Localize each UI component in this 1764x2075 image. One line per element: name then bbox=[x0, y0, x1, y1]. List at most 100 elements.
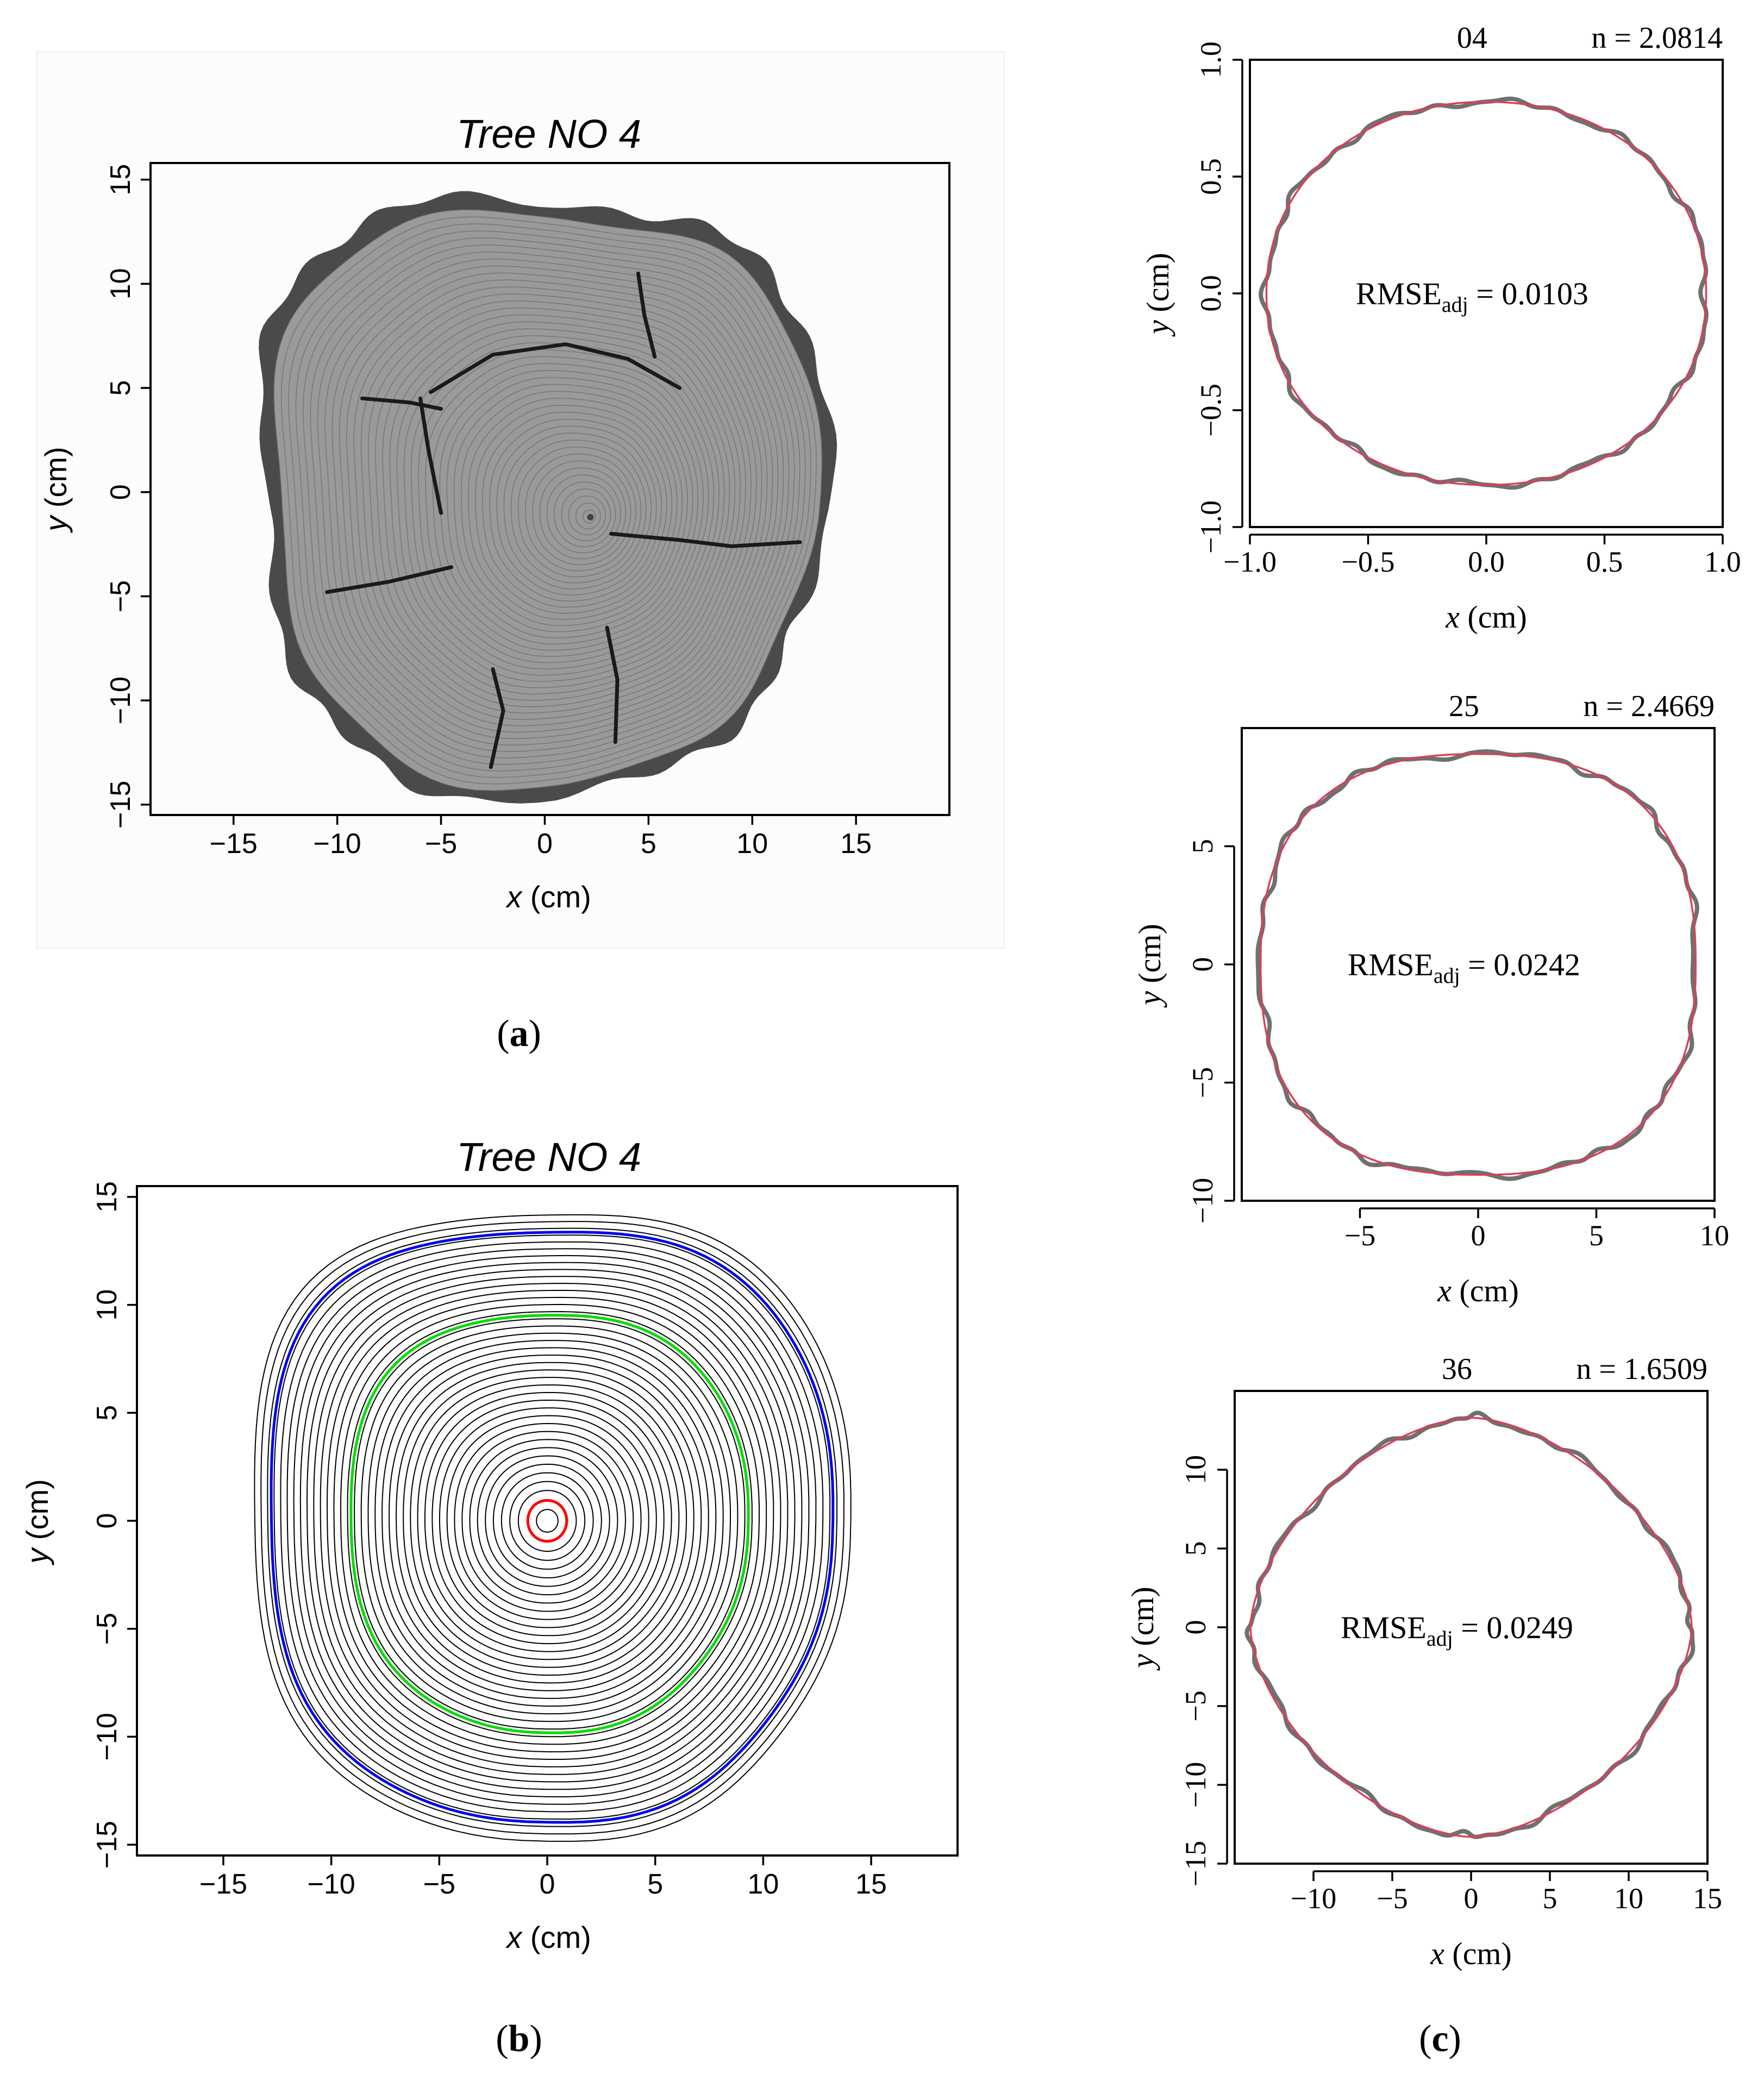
ring-contour bbox=[360, 1325, 739, 1722]
growth-ring bbox=[331, 265, 779, 739]
growth-ring bbox=[425, 356, 709, 657]
x-tick-label: 0.0 bbox=[1468, 546, 1505, 578]
growth-ring bbox=[475, 405, 673, 614]
panel-title: 04 bbox=[1457, 21, 1487, 55]
y-tick-label: −0.5 bbox=[1194, 384, 1227, 437]
x-tick-label: −5 bbox=[1344, 1219, 1375, 1252]
ring-contour bbox=[424, 1391, 672, 1652]
ring-contour bbox=[280, 1241, 824, 1813]
panel-b-y-axis-label: y (cm) bbox=[20, 1479, 54, 1566]
y-tick-label: 5 bbox=[1179, 1541, 1212, 1556]
panel-c-label-open-paren: ( bbox=[1419, 2018, 1431, 2060]
fitted-superellipse-curve bbox=[1265, 101, 1707, 486]
y-tick-label: −10 bbox=[105, 676, 136, 724]
ring-contour bbox=[374, 1340, 724, 1707]
ring-contour bbox=[299, 1262, 803, 1790]
ring-contour bbox=[267, 1227, 838, 1827]
highlighted-ring-25 bbox=[349, 1314, 750, 1734]
growth-ring bbox=[396, 328, 730, 682]
crack bbox=[489, 667, 505, 769]
y-tick-label: −5 bbox=[1179, 1690, 1212, 1721]
fitted-superellipse-curve bbox=[1260, 753, 1697, 1176]
y-tick-label: −1.0 bbox=[1194, 500, 1227, 554]
x-tick-label: 5 bbox=[1589, 1219, 1604, 1252]
panel-c-ring-36: 36 n = 1.6509 RMSEadj = 0.0249 −10 −5 0 5 10 15 −… bbox=[1125, 1352, 1722, 1971]
panel-b-y-var: y bbox=[20, 1547, 54, 1566]
ring-contour bbox=[403, 1369, 695, 1676]
panel-a-y-var: y bbox=[39, 515, 73, 534]
rmse-label: RMSE bbox=[1348, 947, 1434, 982]
growth-ring bbox=[432, 363, 704, 651]
panel-a-x-var: x bbox=[505, 880, 523, 914]
y-tick-label: 0 bbox=[105, 484, 136, 500]
panel-a-y-axis-label: y (cm) bbox=[39, 447, 73, 534]
growth-ring bbox=[453, 384, 688, 632]
panel-a-y-unit: (cm) bbox=[39, 447, 73, 516]
ring-contour bbox=[492, 1463, 602, 1578]
ring-contour bbox=[326, 1289, 774, 1760]
growth-ring bbox=[382, 314, 741, 695]
panel-b-plot-area bbox=[254, 1214, 852, 1842]
x-tick-label: 5 bbox=[1543, 1882, 1557, 1915]
crack bbox=[429, 342, 682, 394]
growth-ring bbox=[360, 293, 757, 714]
growth-ring bbox=[295, 230, 806, 772]
panel-b-label-open-paren: ( bbox=[496, 2018, 508, 2060]
growth-ring bbox=[288, 223, 811, 778]
ring-contour bbox=[340, 1303, 760, 1745]
y-tick-label: −5 bbox=[1186, 1067, 1219, 1098]
y-tick-label: 10 bbox=[91, 1289, 123, 1321]
x-axis-var: x bbox=[1430, 1936, 1444, 1971]
ring-contour bbox=[389, 1355, 709, 1691]
ring-contour bbox=[354, 1318, 746, 1730]
rmse-subscript: adj bbox=[1427, 1626, 1453, 1651]
x-axis-unit: (cm) bbox=[1444, 1936, 1512, 1971]
pith bbox=[587, 513, 594, 521]
x-tick-label: 10 bbox=[736, 828, 768, 860]
y-tick-label: 0.5 bbox=[1194, 158, 1227, 195]
x-tick-label: −5 bbox=[425, 828, 457, 860]
growth-ring bbox=[280, 216, 817, 785]
growth-ring bbox=[496, 425, 657, 595]
panel-c-ring-25: 25 n = 2.4669 RMSEadj = 0.0242 −5 0 5 10 −10 −5 0… bbox=[1132, 689, 1729, 1308]
panel-a-frame bbox=[149, 162, 950, 816]
panel-b-label-close-paren: ) bbox=[529, 2018, 542, 2060]
growth-ring bbox=[525, 453, 636, 572]
panel-b-title: Tree NO 4 bbox=[456, 1134, 641, 1180]
growth-ring bbox=[310, 245, 795, 759]
x-tick-label: 10 bbox=[747, 1869, 779, 1900]
growth-ring bbox=[532, 460, 631, 566]
y-axis-label: y (cm) bbox=[1140, 253, 1175, 337]
panel-b-ticks: −15 −10 −5 0 5 10 15 −15 −10 −5 0 5 10 15 bbox=[91, 1181, 887, 1900]
crack bbox=[418, 396, 443, 515]
x-tick-label: 0 bbox=[1464, 1882, 1479, 1915]
y-tick-label: 5 bbox=[105, 380, 136, 396]
panel-a-label: (a) bbox=[497, 1013, 541, 1055]
plot-frame bbox=[1249, 59, 1724, 528]
y-tick-label: −5 bbox=[105, 580, 136, 612]
ring-contour bbox=[273, 1234, 831, 1820]
x-axis-unit: (cm) bbox=[1452, 1273, 1519, 1308]
growth-ring bbox=[446, 377, 693, 638]
x-tick-label: −0.5 bbox=[1342, 546, 1395, 578]
y-tick-label: −15 bbox=[105, 781, 136, 829]
ring-contour bbox=[396, 1362, 702, 1684]
growth-ring bbox=[583, 510, 596, 524]
growth-ring bbox=[324, 258, 784, 746]
x-tick-label: 10 bbox=[1614, 1882, 1643, 1915]
y-tick-label: 15 bbox=[91, 1181, 123, 1213]
rmse-subscript: adj bbox=[1434, 963, 1460, 988]
ring-contour bbox=[306, 1269, 796, 1783]
y-tick-label: 5 bbox=[1186, 839, 1219, 854]
y-tick-label: 10 bbox=[1179, 1455, 1212, 1484]
x-tick-label: −5 bbox=[1377, 1882, 1408, 1915]
growth-ring bbox=[403, 335, 725, 676]
growth-ring bbox=[568, 496, 606, 536]
x-tick-label: −15 bbox=[210, 828, 258, 860]
rmse-annotation: RMSEadj = 0.0249 bbox=[1341, 1610, 1573, 1651]
y-tick-label: −10 bbox=[1186, 1178, 1219, 1224]
panel-a-x-unit: (cm) bbox=[522, 880, 591, 914]
y-axis-var: y bbox=[1140, 320, 1175, 337]
panel-b-ring-contours: Tree NO 4 −15 −10 −5 0 5 10 15 −15 −10 −5 0 5 10 15 x… bbox=[20, 1134, 959, 1954]
panel-c-label-close-paren: ) bbox=[1449, 2018, 1461, 2060]
